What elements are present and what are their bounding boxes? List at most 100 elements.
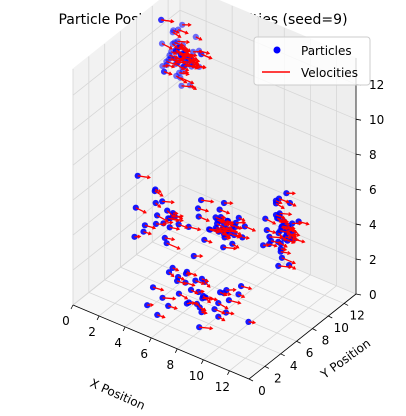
velocity-arrow-head <box>241 217 246 222</box>
y-tick-mark <box>296 340 301 344</box>
velocity-arrow-head <box>179 218 184 223</box>
velocity-arrow <box>204 239 212 244</box>
velocity-arrow <box>270 240 282 245</box>
particle-point <box>277 245 284 252</box>
velocity-arrow-head <box>236 234 241 239</box>
y-tick-mark <box>312 328 317 331</box>
velocity-arrow <box>162 297 176 300</box>
velocity-arrow <box>227 220 234 227</box>
legend-particles-marker <box>273 46 281 54</box>
velocity-arrow-head <box>292 266 297 270</box>
grid-line <box>203 274 311 361</box>
y-tick-label: 12 <box>349 308 364 322</box>
z-tick-label: 2 <box>369 253 377 267</box>
velocity-arrow <box>174 41 184 47</box>
velocity-arrow <box>180 58 189 67</box>
velocity-arrow-head <box>229 223 234 227</box>
velocity-arrow <box>166 210 175 218</box>
velocity-arrow-head <box>171 64 176 69</box>
velocity-arrow-head <box>242 220 247 225</box>
velocity-arrow-head <box>215 229 220 234</box>
velocity-arrow <box>229 232 240 239</box>
particle-point <box>165 302 172 309</box>
velocity-arrow-head <box>174 211 179 216</box>
velocity-arrow-head <box>236 225 241 230</box>
velocity-arrow <box>174 215 183 218</box>
velocity-arrow-head <box>232 287 237 292</box>
velocity-arrow <box>161 19 174 23</box>
velocity-arrow <box>238 217 245 222</box>
velocity-arrow-head <box>206 284 211 288</box>
particle-point <box>195 213 202 220</box>
velocity-arrow-head <box>285 199 290 204</box>
velocity-arrow-head <box>191 282 196 287</box>
x-tick-label: 12 <box>215 380 230 394</box>
y-tick-mark <box>343 303 349 306</box>
particle-point <box>158 16 165 23</box>
velocity-arrow-head <box>180 276 185 281</box>
velocity-arrow <box>278 265 292 268</box>
velocity-arrow-head <box>137 234 142 239</box>
velocity-arrow-head <box>208 239 213 244</box>
velocity-arrow-head <box>296 232 301 237</box>
velocity-arrow <box>172 31 181 38</box>
grid-line <box>124 241 233 328</box>
particle-point <box>229 240 236 247</box>
velocity-arrow-head <box>226 210 231 215</box>
z-tick-label: 4 <box>369 218 377 232</box>
velocity-arrow <box>204 281 211 288</box>
grid-line <box>72 44 181 131</box>
y-tick-mark <box>280 353 285 357</box>
particle-point <box>241 223 248 230</box>
velocity-arrow-head <box>209 326 214 331</box>
particle-point <box>163 240 170 247</box>
velocity-arrow <box>269 243 277 247</box>
y-tick-label: 6 <box>306 346 314 360</box>
velocity-arrow <box>242 236 249 239</box>
velocity-arrow <box>217 316 225 322</box>
particle-point <box>262 215 269 222</box>
y-axis-line <box>248 293 357 380</box>
particle-point <box>140 228 147 235</box>
velocity-arrow <box>275 202 285 209</box>
grid-line <box>72 79 181 166</box>
velocity-arrow-head <box>283 247 288 252</box>
velocity-arrow <box>217 302 229 310</box>
velocity-arrow-head <box>252 227 257 232</box>
velocity-arrow <box>168 59 182 62</box>
z-tick-mark <box>355 118 362 121</box>
velocity-arrow <box>178 45 187 51</box>
velocity-arrow-head <box>187 22 192 27</box>
velocity-arrow <box>281 257 296 264</box>
velocity-arrow-head <box>193 86 197 90</box>
grid-line <box>104 279 281 355</box>
velocity-arrow-head <box>186 48 191 53</box>
velocity-arrow-head <box>175 267 180 272</box>
x-tick-label: 8 <box>166 358 174 372</box>
velocity-arrow <box>202 295 211 303</box>
velocity-arrow-head <box>208 55 213 60</box>
z-tick-label: 10 <box>369 113 384 127</box>
z-tick-label: 12 <box>369 78 384 92</box>
velocity-arrow-head <box>283 218 288 223</box>
particle-point <box>132 204 139 211</box>
velocity-arrow-head <box>305 221 310 226</box>
x-tick-label: 0 <box>62 314 70 328</box>
particle-point <box>154 311 161 318</box>
grid-line <box>98 230 207 317</box>
particle-point <box>170 27 177 34</box>
velocity-arrow <box>177 40 190 43</box>
velocity-arrow-head <box>184 225 189 229</box>
velocity-arrow-head <box>237 300 242 305</box>
velocity-arrow-head <box>235 244 240 249</box>
velocity-arrow <box>170 217 183 222</box>
velocity-arrow-head <box>266 243 271 248</box>
velocity-arrow-head <box>203 310 208 315</box>
velocity-arrow <box>281 226 292 231</box>
velocity-arrow <box>228 299 241 304</box>
velocity-arrow <box>143 231 152 235</box>
velocity-arrow-head <box>205 208 210 213</box>
velocity-arrow-head <box>193 272 198 277</box>
velocity-arrow-head <box>164 218 169 223</box>
velocity-arrow-head <box>199 254 204 259</box>
